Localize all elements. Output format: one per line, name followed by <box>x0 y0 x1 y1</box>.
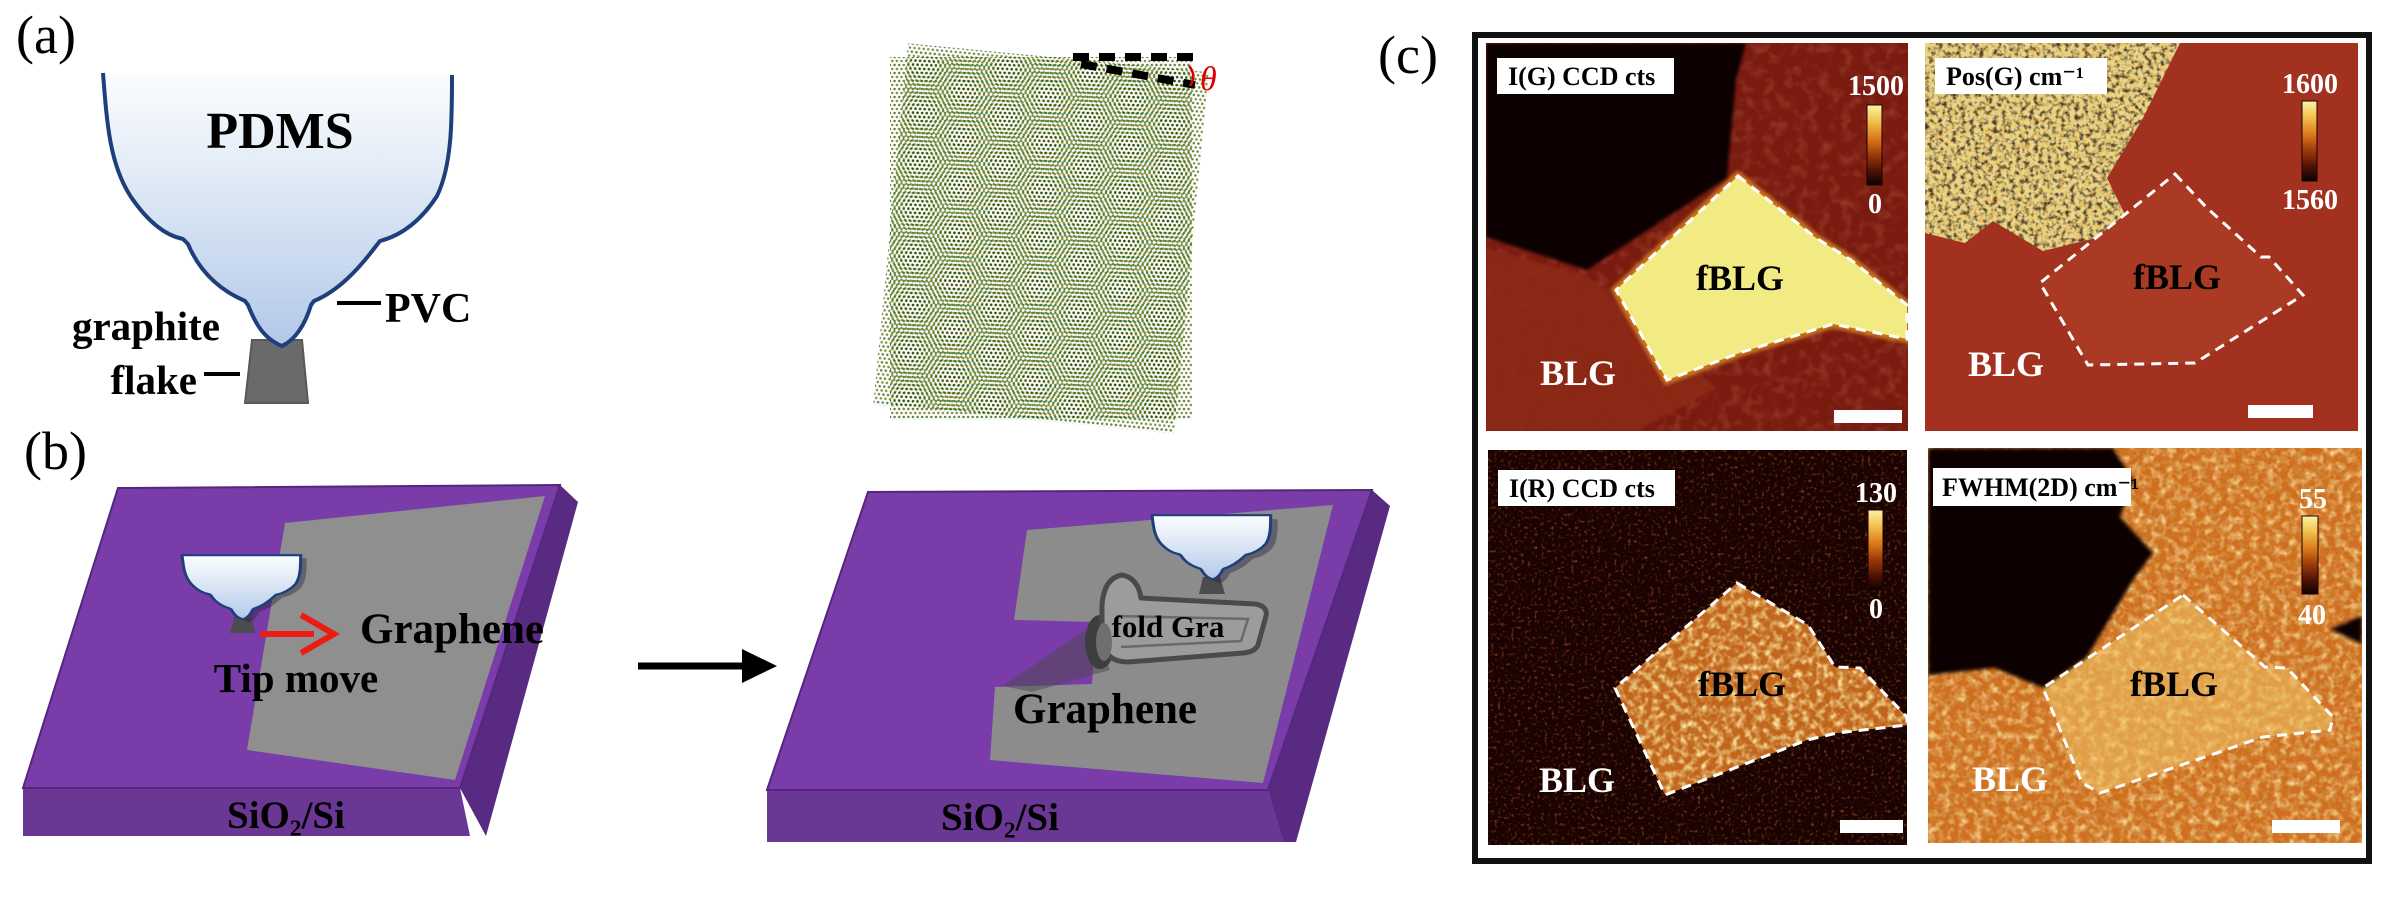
scale-bar <box>2272 820 2340 833</box>
fold-curl-highlight <box>1096 623 1112 661</box>
tip-move-arrow-head <box>299 612 341 656</box>
colorbar-max: 1500 <box>1848 71 1904 102</box>
folded-graphene-flap <box>1085 572 1269 669</box>
panel-a-schematic: PDMS graphite flake PVC <box>72 72 471 404</box>
colorbar-max: 130 <box>1855 478 1897 509</box>
substrate-side-face-after <box>1268 490 1390 842</box>
colorbar-min: 0 <box>1869 594 1883 625</box>
colorbar-min: 0 <box>1868 189 1882 220</box>
map-title-background <box>1933 468 2131 506</box>
blg-terrace-patch <box>1486 248 1716 431</box>
map-title-background <box>1498 470 1675 506</box>
map-title-background <box>1935 58 2107 94</box>
black-edge-notch <box>2330 616 2362 644</box>
tip-after <box>1150 513 1278 594</box>
colorbar: 1500 0 <box>1848 71 1904 220</box>
map-title: FWHM(2D) cm⁻¹ <box>1942 473 2139 502</box>
graphene-label-after: Graphene <box>1013 686 1197 733</box>
blg-label: BLG <box>1972 759 2048 799</box>
raman-maps-box: fBLG BLG I(G) CCD cts 1500 0 <box>1472 32 2372 864</box>
tip-before <box>180 553 307 633</box>
panel-c-label: (c) <box>1378 25 1438 85</box>
colorbar-gradient <box>2301 100 2318 182</box>
fblg-label: fBLG <box>1696 258 1784 298</box>
pdms-stamp-outline <box>101 72 454 348</box>
fblg-dashed-outline <box>2041 593 2335 795</box>
fblg-outlined-area <box>1614 174 1908 382</box>
graphene-label-before: Graphene <box>360 606 544 653</box>
panel-a-label: (a) <box>16 5 76 65</box>
raman-map-ig: fBLG BLG I(G) CCD cts 1500 0 <box>1486 43 1908 431</box>
map-title: Pos(G) cm⁻¹ <box>1946 62 2084 91</box>
bare-substrate-black-region <box>1928 448 2153 688</box>
substrate-front-face <box>23 788 470 836</box>
substrate-label-after: SiO₂/Si <box>941 796 1059 839</box>
fold-gra-label: fold Gra <box>1112 609 1225 644</box>
colorbar-min: 40 <box>2298 600 2326 631</box>
pdms-label: PDMS <box>206 103 353 160</box>
graphite-flake-shape <box>243 339 310 404</box>
raman-map-fwhm2d: fBLG BLG FWHM(2D) cm⁻¹ 55 40 <box>1928 448 2362 843</box>
pvc-label: PVC <box>385 286 471 332</box>
moire-lattice-image: θ <box>873 28 1230 448</box>
map-title-box: FWHM(2D) cm⁻¹ <box>1933 468 2139 506</box>
scale-bar <box>2248 405 2313 418</box>
map-title: I(R) CCD cts <box>1509 474 1655 503</box>
twist-angle-annotation: θ <box>1073 53 1217 98</box>
panel-b-label: (b) <box>24 421 87 481</box>
map-title: I(G) CCD cts <box>1508 62 1655 91</box>
blg-label: BLG <box>1539 760 1615 800</box>
raman-map-ir: fBLG BLG I(R) CCD cts 130 0 <box>1488 450 1907 845</box>
tip-move-arrow <box>260 612 341 656</box>
colorbar: 130 0 <box>1855 478 1897 625</box>
colorbar-gradient <box>2301 515 2319 595</box>
process-arrow-head <box>742 649 777 683</box>
twist-angle-symbol: θ <box>1200 61 1217 98</box>
graphite-flake-label-line2: flake <box>110 357 197 403</box>
substrate-front-face-after <box>767 790 1284 842</box>
graphene-sheet-before <box>247 496 545 780</box>
fblg-label: fBLG <box>2130 664 2218 704</box>
panel-b-schematic: Tip move Graphene SiO₂/Si <box>21 483 1390 842</box>
blg-label: BLG <box>1968 344 2044 384</box>
substrate-label-before: SiO₂/Si <box>227 794 345 837</box>
fblg-label: fBLG <box>2133 257 2221 297</box>
fold-shadow <box>1003 625 1110 692</box>
colorbar-max: 1600 <box>2282 69 2338 100</box>
fblg-outlined-area <box>2038 171 2306 367</box>
colorbar-gradient <box>1867 509 1884 591</box>
fblg-region <box>1610 170 1908 386</box>
colorbar-min: 1560 <box>2282 185 2338 216</box>
colorbar-max: 55 <box>2299 484 2327 515</box>
scale-bar <box>1834 410 1902 423</box>
blg-label: BLG <box>1540 353 1616 393</box>
twist-angle-arc <box>1188 65 1195 87</box>
twist-angle-rotated-line <box>1080 60 1196 89</box>
graphite-flake-label-line1: graphite <box>72 303 220 349</box>
colorbar: 55 40 <box>2298 484 2327 631</box>
raman-map-posg: fBLG BLG Pos(G) cm⁻¹ 1600 1560 <box>1925 43 2358 431</box>
substrate-side-face <box>460 485 578 836</box>
scale-bar <box>1840 820 1903 833</box>
fblg-label: fBLG <box>1698 664 1786 704</box>
fold-flap-crease <box>1116 614 1250 649</box>
tip-move-label: Tip move <box>214 655 378 701</box>
colorbar-gradient <box>1866 104 1883 186</box>
map-title-box: I(G) CCD cts <box>1497 58 1674 94</box>
map-title-box: I(R) CCD cts <box>1498 470 1675 506</box>
bare-substrate-black-region <box>1486 43 1746 270</box>
map-title-box: Pos(G) cm⁻¹ <box>1935 58 2107 94</box>
process-arrow <box>638 649 777 683</box>
colorbar: 1600 1560 <box>2282 69 2338 216</box>
map-title-background <box>1497 58 1674 94</box>
